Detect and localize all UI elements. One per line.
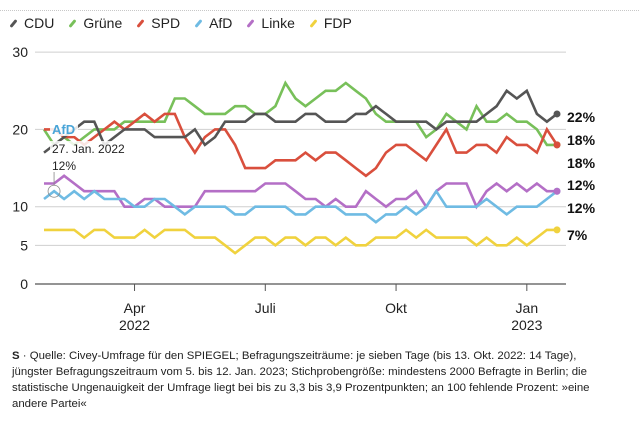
end-value-label: 12%	[567, 177, 596, 193]
legend-item-linke[interactable]: Linke	[246, 15, 295, 31]
end-value-label: 7%	[567, 227, 588, 243]
chart-legend: CDU Grüne SPD AfD Linke FDP	[9, 15, 369, 31]
end-dot-fdp	[553, 226, 561, 234]
y-tick-label: 10	[12, 199, 28, 215]
x-tick-label: Jan	[516, 300, 539, 316]
end-value-label: 18%	[567, 155, 596, 171]
y-tick-label: 0	[20, 276, 28, 292]
tooltip-annotation: AfD 27. Jan. 2022 12%	[47, 122, 130, 198]
series-line-fdp	[44, 228, 557, 255]
end-value-label: 12%	[567, 200, 596, 216]
x-tick-label: Juli	[255, 300, 276, 316]
footnote-text: Quelle: Civey-Umfrage für den SPIEGEL; B…	[12, 350, 590, 410]
y-tick-label: 5	[20, 237, 28, 253]
source-footnote: S · Quelle: Civey-Umfrage für den SPIEGE…	[12, 348, 612, 412]
series-lines	[42, 80, 561, 255]
series-line-afd	[43, 188, 558, 224]
legend-label: Grüne	[83, 15, 123, 31]
legend-label: AfD	[209, 15, 233, 31]
tooltip-party: AfD	[52, 122, 75, 137]
legend-item-fdp[interactable]: FDP	[309, 15, 352, 31]
tooltip-date: 27. Jan. 2022	[52, 142, 125, 156]
end-value-label: 18%	[567, 132, 596, 148]
x-tick-year-label: 2023	[511, 317, 542, 333]
tooltip-bg	[50, 141, 130, 155]
series-line-spd	[44, 112, 559, 178]
x-tick-year-label: 2022	[119, 317, 150, 333]
legend-label: Linke	[261, 15, 295, 31]
tooltip-value: 12%	[52, 159, 76, 173]
gridlines	[35, 51, 566, 285]
x-tick-label: Okt	[385, 300, 407, 316]
top-divider	[0, 10, 639, 11]
tooltip-bg	[50, 122, 78, 136]
legend-label: SPD	[151, 15, 181, 31]
series-line-linke	[44, 174, 557, 210]
legend-item-grüne[interactable]: Grüne	[68, 15, 123, 31]
end-dot-linke	[553, 187, 561, 195]
y-tick-label: 20	[12, 121, 28, 137]
footnote-separator: ·	[19, 350, 30, 362]
end-value-label: 22%	[567, 109, 596, 125]
end-dot-spd	[553, 141, 561, 149]
legend-label: FDP	[323, 15, 352, 31]
legend-item-spd[interactable]: SPD	[136, 15, 181, 31]
series-line-cdu	[43, 88, 558, 154]
spiegel-logo: S	[12, 350, 20, 362]
legend-item-afd[interactable]: AfD	[194, 15, 233, 31]
legend-label: CDU	[24, 15, 55, 31]
series-line-grüne	[42, 80, 557, 147]
legend-item-cdu[interactable]: CDU	[9, 15, 55, 31]
end-dot-cdu	[553, 110, 561, 118]
y-tick-label: 30	[12, 44, 28, 60]
x-tick-label: Apr	[124, 300, 146, 316]
y-axis-ticks: 0 5 10 20 30	[12, 44, 28, 292]
end-value-labels: 22% 18% 18% 12% 12% 7%	[567, 109, 596, 243]
